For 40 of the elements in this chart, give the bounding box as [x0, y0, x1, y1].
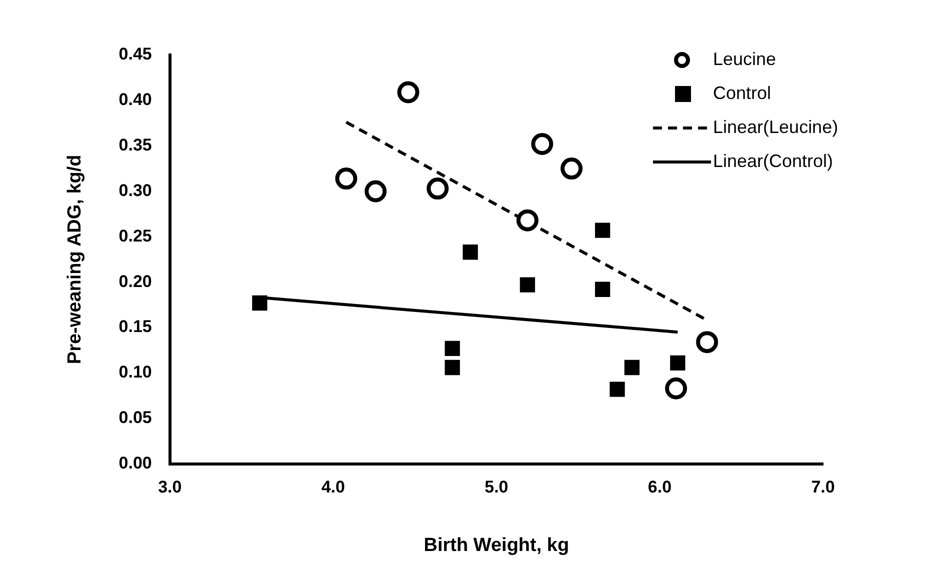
legend-label: Linear(Leucine) — [713, 116, 838, 137]
y-tick-label: 0.45 — [118, 44, 152, 64]
x-axis-title: Birth Weight, kg — [424, 534, 570, 556]
point — [397, 81, 420, 104]
y-tick-label: 0.10 — [118, 362, 152, 382]
point — [531, 133, 554, 156]
legend-label: Control — [713, 82, 772, 103]
point — [665, 377, 688, 400]
y-tick-label: 0.25 — [118, 226, 152, 246]
point — [335, 168, 358, 190]
y-tick-label: 0.15 — [118, 317, 152, 336]
y-tick-label: 0.30 — [118, 180, 152, 200]
point — [426, 178, 449, 200]
point — [444, 340, 460, 356]
point — [595, 282, 610, 297]
point — [696, 331, 718, 354]
x-tick-label: 4.0 — [321, 478, 345, 497]
point — [462, 244, 478, 260]
point — [516, 209, 538, 232]
point — [610, 382, 625, 397]
y-tick-label: 0.20 — [118, 272, 152, 291]
y-tick-label: 0.35 — [118, 136, 152, 155]
legend-label: Linear(Control) — [713, 150, 834, 171]
y-tick-label: 0.05 — [118, 408, 152, 428]
point — [670, 355, 686, 371]
point — [252, 295, 268, 311]
y-tick-label: 0.00 — [118, 453, 152, 472]
y-axis-title: Pre-weaning ADG, kg/d — [64, 154, 86, 364]
point — [444, 360, 460, 376]
x-tick-label: 7.0 — [811, 478, 835, 497]
x-tick-label: 3.0 — [158, 478, 182, 497]
point — [595, 222, 610, 238]
y-tick-label: 0.40 — [118, 90, 152, 110]
point — [624, 360, 640, 376]
point — [520, 277, 536, 292]
x-tick-label: 5.0 — [484, 478, 508, 497]
point — [364, 180, 387, 202]
point — [560, 158, 583, 180]
x-tick-label: 6.0 — [648, 478, 672, 497]
legend-label: Leucine — [713, 48, 776, 69]
